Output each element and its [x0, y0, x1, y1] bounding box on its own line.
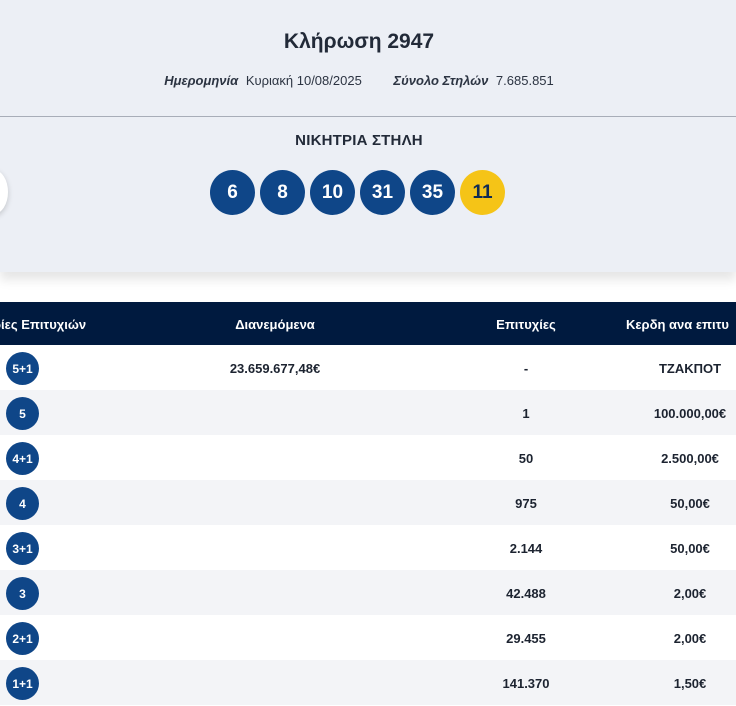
- category-badge: 5+1: [6, 352, 39, 385]
- draw-title: Κλήρωση 2947: [283, 30, 435, 53]
- prize-amount: 100.000,00€: [653, 406, 727, 421]
- winning-number-ball: 10: [310, 170, 355, 215]
- table-row: 5+1 23.659.677,48€ - ΤΖΑΚΠΟΤ: [0, 345, 736, 390]
- total-columns-label: Σύνολο Στηλών: [393, 73, 489, 88]
- distributed-amount: 23.659.677,48€: [229, 361, 321, 376]
- category-badge: 3+1: [6, 532, 39, 565]
- prize-amount: 2,00€: [673, 586, 707, 601]
- prize-table: ρίες Επιτυχιών Διανεμόμενα Επιτυχίες Κερ…: [0, 302, 736, 705]
- table-row: 3 42.488 2,00€: [0, 570, 736, 615]
- header-winners: Επιτυχίες: [496, 317, 556, 332]
- prize-amount: ΤΖΑΚΠΟΤ: [658, 361, 722, 376]
- draw-date: Ημερομηνία Κυριακή 10/08/2025: [164, 73, 362, 88]
- category-badge: 2+1: [6, 622, 39, 655]
- prize-table-header: ρίες Επιτυχιών Διανεμόμενα Επιτυχίες Κερ…: [0, 302, 736, 345]
- prize-amount: 50,00€: [670, 496, 710, 511]
- draw-date-value: Κυριακή 10/08/2025: [245, 73, 362, 88]
- winners-count: 50: [518, 451, 534, 466]
- winners-count: -: [523, 361, 529, 376]
- table-row: 1+1 141.370 1,50€: [0, 660, 736, 705]
- table-row: 4 975 50,00€: [0, 480, 736, 525]
- winners-count: 2.144: [509, 541, 543, 556]
- category-badge: 4+1: [6, 442, 39, 475]
- category-badge: 3: [6, 577, 39, 610]
- category-badge: 1+1: [6, 667, 39, 700]
- winners-count: 975: [515, 496, 537, 511]
- header-prize: Κερδη ανα επιτυ: [626, 317, 729, 332]
- winning-number-ball: 31: [360, 170, 405, 215]
- draw-meta: Ημερομηνία Κυριακή 10/08/2025 Σύνολο Στη…: [0, 73, 718, 88]
- header-category: ρίες Επιτυχιών: [0, 317, 87, 332]
- total-columns: Σύνολο Στηλών 7.685.851: [393, 73, 553, 88]
- prize-amount: 2,00€: [673, 631, 707, 646]
- category-badge: 4: [6, 487, 39, 520]
- previous-draw-button[interactable]: [0, 170, 8, 214]
- table-row: 2+1 29.455 2,00€: [0, 615, 736, 660]
- table-row: 4+1 50 2.500,00€: [0, 435, 736, 480]
- draw-summary-card: Κλήρωση 2947 Ημερομηνία Κυριακή 10/08/20…: [0, 0, 736, 272]
- winning-numbers: 6 8 10 31 35 11: [210, 170, 505, 215]
- winners-count: 141.370: [502, 676, 550, 691]
- divider: [0, 116, 736, 117]
- header-distributed: Διανεμόμενα: [235, 317, 315, 332]
- prize-table-body: 5+1 23.659.677,48€ - ΤΖΑΚΠΟΤ 5 1 100.000…: [0, 345, 736, 705]
- winning-number-ball: 8: [260, 170, 305, 215]
- bonus-number-ball: 11: [460, 170, 505, 215]
- winning-column-label: ΝΙΚΗΤΡΙΑ ΣΤΗΛΗ: [295, 132, 423, 149]
- prize-amount: 50,00€: [670, 541, 710, 556]
- table-row: 3+1 2.144 50,00€: [0, 525, 736, 570]
- table-row: 5 1 100.000,00€: [0, 390, 736, 435]
- prize-amount: 2.500,00€: [661, 451, 719, 466]
- total-columns-value: 7.685.851: [495, 73, 554, 88]
- winning-number-ball: 35: [410, 170, 455, 215]
- draw-date-label: Ημερομηνία: [164, 73, 239, 88]
- winners-count: 42.488: [506, 586, 546, 601]
- prize-amount: 1,50€: [673, 676, 707, 691]
- winners-count: 1: [522, 406, 530, 421]
- winning-number-ball: 6: [210, 170, 255, 215]
- winners-count: 29.455: [506, 631, 546, 646]
- category-badge: 5: [6, 397, 39, 430]
